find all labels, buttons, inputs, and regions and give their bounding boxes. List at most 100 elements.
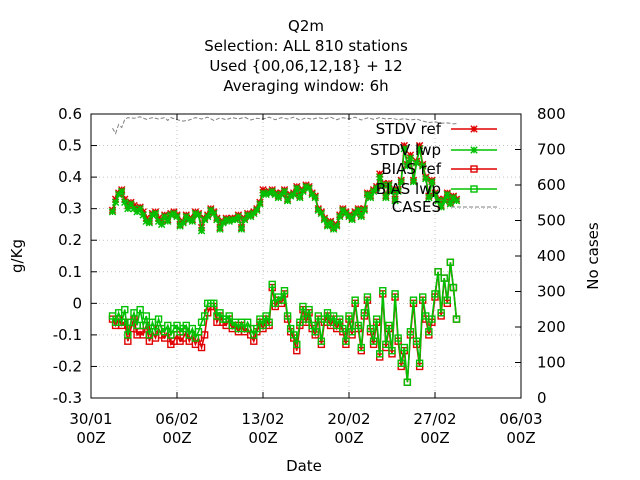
data-point (376, 350, 384, 358)
x-tick-label: 20/02 (327, 410, 370, 428)
y-tick-label: -0.1 (53, 326, 82, 344)
data-point (419, 293, 427, 301)
legend-label: STDV lwp (370, 141, 441, 159)
data-point (366, 324, 375, 333)
data-point (118, 318, 126, 326)
data-point (412, 337, 421, 345)
data-point (385, 181, 393, 189)
data-point (191, 209, 200, 218)
data-point (409, 296, 418, 304)
y2-axis-label: No cases (584, 222, 602, 290)
data-point (366, 193, 375, 202)
data-point (428, 178, 436, 186)
legend-label: CASES (392, 198, 441, 216)
data-point (302, 182, 310, 191)
x-tick-label-time: 00Z (248, 429, 277, 447)
data-point (354, 321, 362, 330)
data-point (124, 204, 132, 213)
data-point (290, 190, 298, 199)
y-tick-label: 0.2 (58, 231, 82, 249)
data-point (412, 159, 421, 167)
series-cases (112, 116, 457, 135)
data-point (342, 337, 350, 345)
data-point (216, 225, 224, 233)
data-point (360, 206, 369, 214)
data-point (136, 204, 144, 213)
data-point (139, 321, 147, 330)
x-tick-label: 30/01 (69, 410, 112, 428)
data-point (360, 309, 369, 317)
data-point (305, 305, 313, 314)
data-point (400, 343, 408, 352)
data-point (185, 216, 193, 224)
data-point (394, 334, 402, 342)
data-point (425, 328, 433, 336)
legend-item: STDV ref (376, 120, 497, 138)
data-point (197, 227, 206, 235)
data-point (311, 193, 319, 202)
y2-tick-label: 400 (537, 247, 566, 265)
legend-label: BIAS lwp (376, 180, 441, 198)
y-tick-label: 0.1 (58, 263, 82, 281)
data-point (388, 346, 396, 355)
y-tick-label: -0.2 (53, 357, 82, 375)
data-point (415, 359, 424, 367)
data-point (197, 343, 206, 352)
x-tick-label-time: 00Z (420, 429, 449, 447)
data-point (265, 189, 273, 197)
data-point (194, 328, 203, 336)
data-point (286, 192, 295, 200)
series-layer (108, 116, 461, 386)
data-point (406, 154, 415, 162)
data-point (283, 197, 292, 205)
data-point (434, 197, 442, 205)
data-point (299, 187, 307, 196)
title-line-3: Used {00,06,12,18} + 12 (209, 57, 402, 75)
y-tick-label: -0.3 (53, 389, 82, 407)
data-point (452, 315, 461, 323)
x-axis-label: Date (286, 457, 322, 475)
data-point (446, 258, 455, 267)
data-point (403, 162, 412, 170)
y-tick-label: 0.3 (58, 200, 82, 218)
data-point (280, 187, 289, 196)
data-point (237, 225, 246, 233)
data-point (443, 190, 451, 199)
data-point (111, 198, 120, 207)
legend-item: CASES (392, 198, 497, 216)
data-point (440, 274, 448, 282)
data-point (139, 211, 147, 219)
data-point (173, 212, 181, 221)
data-point (434, 268, 442, 276)
data-point (277, 296, 286, 304)
data-point (142, 217, 150, 225)
data-point (437, 309, 445, 317)
data-point (385, 321, 393, 330)
y-tick-label: 0 (72, 294, 82, 312)
legend-label: BIAS ref (381, 160, 441, 178)
series-line (112, 116, 457, 135)
data-point (118, 187, 126, 196)
data-point (302, 315, 310, 323)
y2-tick-label: 600 (537, 176, 566, 194)
y2-tick-label: 300 (537, 283, 566, 301)
data-point (108, 208, 117, 216)
data-point (268, 280, 276, 289)
data-point (213, 216, 221, 224)
y2-tick-label: 0 (537, 389, 547, 407)
x-tick-label-time: 00Z (506, 429, 535, 447)
data-point (317, 209, 326, 218)
data-point (446, 200, 455, 208)
y2-tick-label: 200 (537, 318, 566, 336)
data-point (154, 315, 163, 323)
x-tick-label-time: 00Z (162, 429, 191, 447)
data-point (317, 337, 326, 345)
data-point (148, 211, 157, 219)
data-point (348, 328, 356, 336)
data-point (372, 184, 381, 192)
legend-item: BIAS lwp (376, 180, 497, 198)
data-point (394, 187, 402, 196)
data-point (357, 212, 365, 221)
